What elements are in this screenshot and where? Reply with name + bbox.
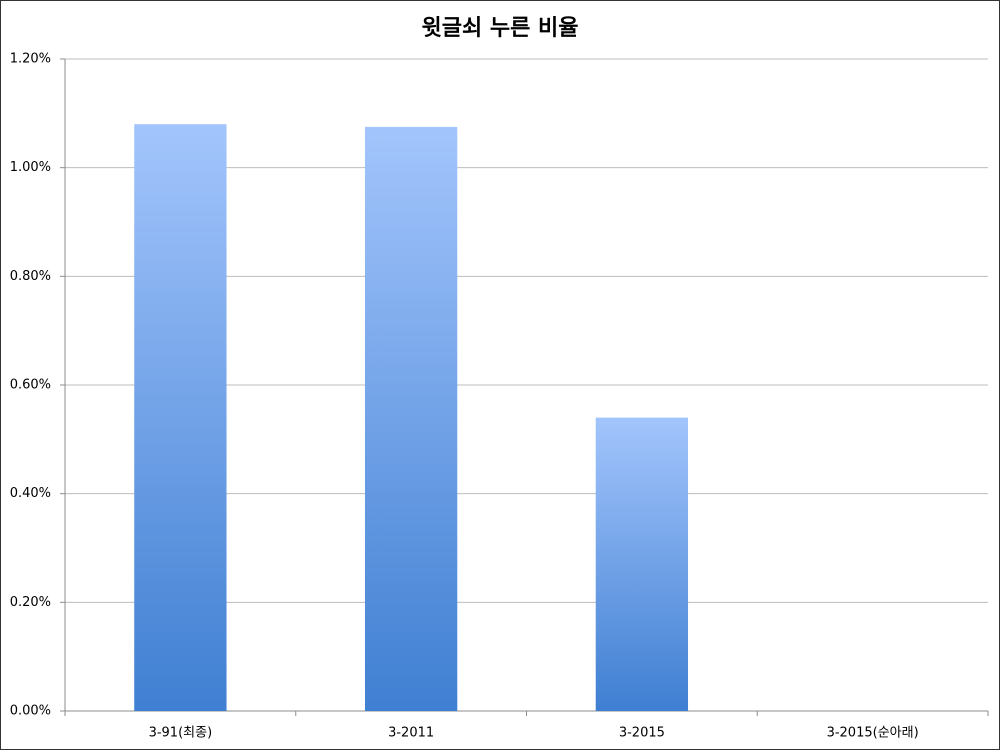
x-tick-label: 3-2011	[388, 726, 434, 741]
x-tick-label: 3-2015(순아래)	[827, 726, 919, 741]
y-tick-label: 1.20%	[10, 52, 51, 67]
y-tick-label: 1.00%	[10, 160, 51, 175]
x-tick-label: 3-91(최종)	[149, 726, 213, 741]
chart-title: 윗글쇠 누른 비율	[422, 16, 579, 41]
x-tick-label: 3-2015	[619, 726, 665, 741]
y-tick-label: 0.60%	[10, 378, 51, 393]
y-tick-label: 0.40%	[10, 486, 51, 501]
y-tick-label: 0.80%	[10, 269, 51, 284]
bar	[364, 126, 458, 711]
y-tick-label: 0.00%	[10, 704, 51, 719]
bar	[595, 417, 689, 711]
y-tick-label: 0.20%	[10, 595, 51, 610]
bar	[134, 124, 227, 711]
